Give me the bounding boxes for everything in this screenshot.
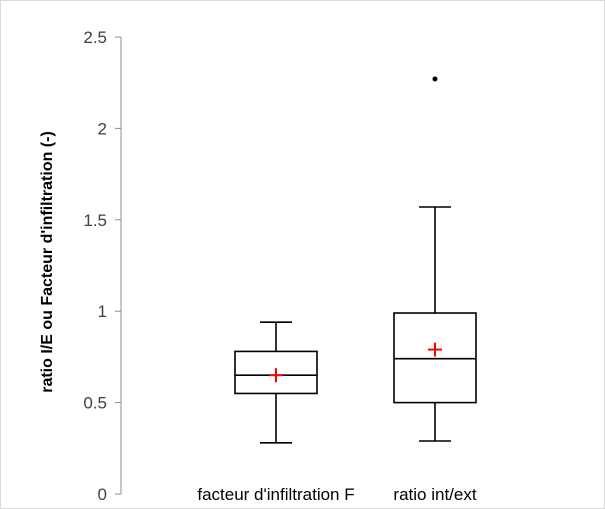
category-label: facteur d'infiltration F (197, 485, 354, 504)
category-labels: facteur d'infiltration F ratio int/ext (197, 485, 476, 504)
category-label: ratio int/ext (393, 485, 476, 504)
outlier-point (432, 76, 438, 82)
mean-marker (428, 342, 442, 357)
y-axis-label: ratio I/E ou Facteur d'infiltration (-) (39, 131, 56, 393)
y-tick-label: 1.5 (83, 211, 107, 230)
y-tick-label: 2 (98, 119, 107, 138)
mean-marker (269, 368, 283, 383)
boxes (234, 76, 477, 444)
iqr-box (393, 312, 477, 404)
y-tick-label: 2.5 (83, 28, 107, 47)
y-tick-label: 0 (98, 485, 107, 504)
box-1 (234, 321, 318, 444)
y-tick-label: 1 (98, 302, 107, 321)
y-tick-label: 0.5 (83, 394, 107, 413)
box-2 (393, 76, 477, 442)
y-axis: 0 0.5 1 1.5 2 2.5 (83, 28, 122, 504)
